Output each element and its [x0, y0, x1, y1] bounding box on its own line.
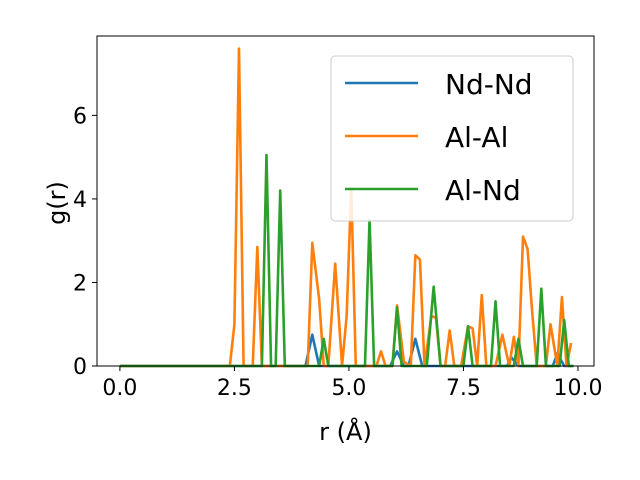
legend-label-al-al: Al-Al — [445, 121, 508, 154]
x-tick-label: 5.0 — [331, 376, 366, 401]
y-axis-title: g(r) — [43, 181, 71, 225]
legend-label-al-nd: Al-Nd — [445, 174, 521, 207]
legend-label-nd-nd: Nd-Nd — [445, 68, 533, 101]
y-tick-label: 2 — [73, 271, 87, 296]
x-tick-label: 0.0 — [102, 376, 137, 401]
y-axis: 0 2 4 6 — [73, 104, 97, 380]
y-tick-label: 0 — [73, 355, 87, 380]
x-axis: 0.0 2.5 5.0 7.5 10.0 — [102, 366, 602, 401]
legend-box — [330, 55, 574, 222]
x-tick-label: 2.5 — [217, 376, 252, 401]
legend: Nd-Nd Al-Al Al-Nd — [330, 55, 574, 222]
series-line-al-nd — [119, 153, 574, 368]
y-tick-label: 4 — [73, 188, 87, 213]
x-tick-label: 10.0 — [553, 376, 602, 401]
series-line-nd-nd — [119, 333, 574, 368]
x-axis-title: r (Å) — [319, 417, 372, 446]
y-tick-label: 6 — [73, 104, 87, 129]
plot-frame — [96, 35, 595, 367]
x-tick-label: 7.5 — [446, 376, 481, 401]
